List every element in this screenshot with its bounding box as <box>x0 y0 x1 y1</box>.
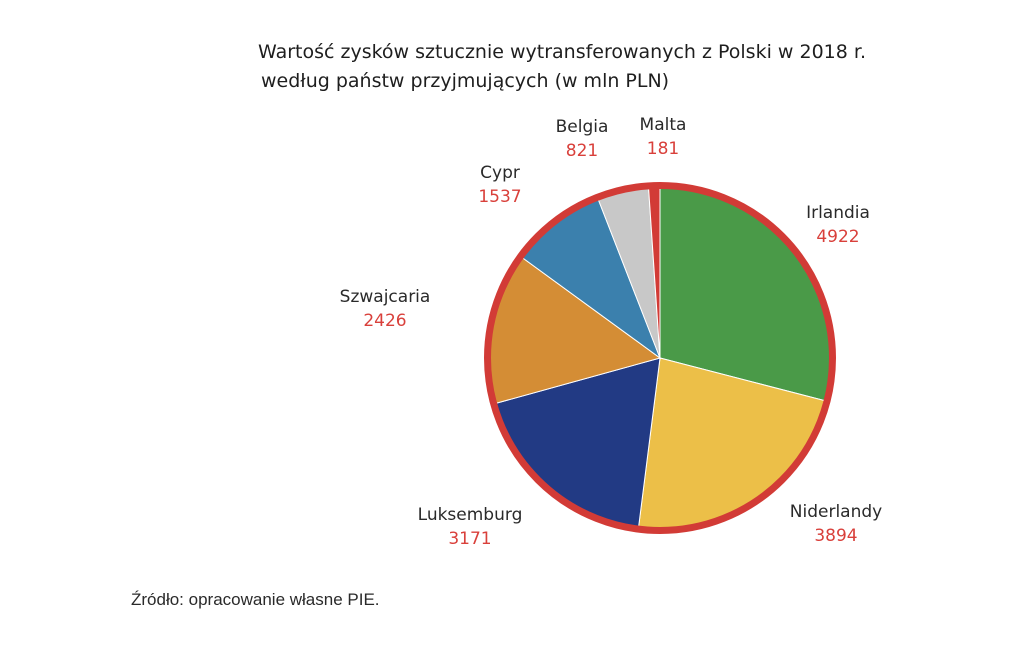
slice-value-szwajcaria: 2426 <box>363 311 406 331</box>
chart-title-line-2: według państw przyjmujących (w mln PLN) <box>261 70 670 92</box>
slice-label-luksemburg: Luksemburg <box>418 505 523 525</box>
slice-label-irlandia: Irlandia <box>806 203 870 223</box>
slice-value-niderlandy: 3894 <box>814 526 857 546</box>
slice-label-belgia: Belgia <box>556 117 609 137</box>
chart-title-line-1: Wartość zysków sztucznie wytransferowany… <box>258 41 866 63</box>
slice-label-szwajcaria: Szwajcaria <box>340 287 431 307</box>
slice-value-malta: 181 <box>647 139 679 159</box>
slice-value-belgia: 821 <box>566 141 598 161</box>
pie-rim <box>484 182 836 534</box>
slice-value-irlandia: 4922 <box>816 227 859 247</box>
slice-label-niderlandy: Niderlandy <box>790 502 882 522</box>
slice-label-malta: Malta <box>640 115 687 135</box>
slice-value-cypr: 1537 <box>478 187 521 207</box>
chart-title: Wartość zysków sztucznie wytransferowany… <box>258 38 866 96</box>
slice-label-cypr: Cypr <box>480 163 520 183</box>
slice-value-luksemburg: 3171 <box>448 529 491 549</box>
source-note: Źródło: opracowanie własne PIE. <box>131 590 380 609</box>
